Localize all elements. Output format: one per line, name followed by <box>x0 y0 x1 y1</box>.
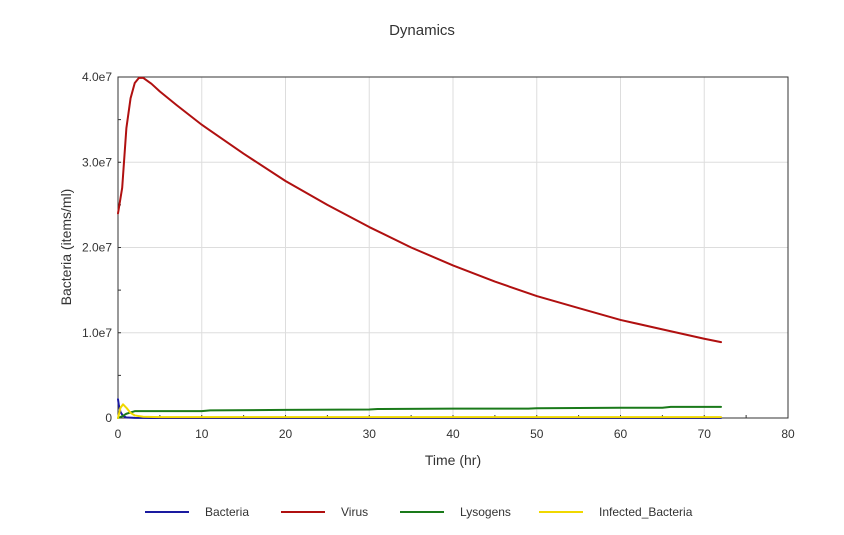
legend-label-bacteria: Bacteria <box>205 505 249 519</box>
series-line-infected-bacteria <box>117 403 722 419</box>
x-tick-label: 40 <box>446 427 460 441</box>
x-tick-label: 70 <box>698 427 712 441</box>
x-axis-label: Time (hr) <box>425 452 481 468</box>
x-tick-label: 30 <box>363 427 377 441</box>
x-tick-label: 10 <box>195 427 209 441</box>
legend-label-lysogens: Lysogens <box>460 505 511 519</box>
y-tick-label: 1.0e7 <box>82 326 112 340</box>
x-tick-label: 80 <box>781 427 795 441</box>
x-tick-label: 20 <box>279 427 293 441</box>
legend: Bacteria Virus Lysogens Infected_Bacteria <box>145 505 693 519</box>
legend-label-virus: Virus <box>341 505 368 519</box>
y-axis-label: Bacteria (items/ml) <box>58 189 74 306</box>
series-line-virus <box>117 76 722 344</box>
x-tick-label: 50 <box>530 427 544 441</box>
x-tick-labels: 0 10 20 30 40 50 60 70 80 <box>115 427 795 441</box>
series-lines <box>117 76 722 419</box>
legend-label-infected-bacteria: Infected_Bacteria <box>599 505 693 519</box>
x-tick-label: 60 <box>614 427 628 441</box>
x-tick-label: 0 <box>115 427 122 441</box>
series-line-lysogens <box>117 405 722 419</box>
y-tick-label: 3.0e7 <box>82 155 112 169</box>
grid-lines <box>118 77 788 418</box>
y-tick-label: 4.0e7 <box>82 70 112 84</box>
y-tick-label: 0 <box>105 411 112 425</box>
chart-title: Dynamics <box>389 22 455 39</box>
y-tick-labels: 0 1.0e7 2.0e7 3.0e7 4.0e7 <box>82 70 112 425</box>
y-tick-label: 2.0e7 <box>82 241 112 255</box>
